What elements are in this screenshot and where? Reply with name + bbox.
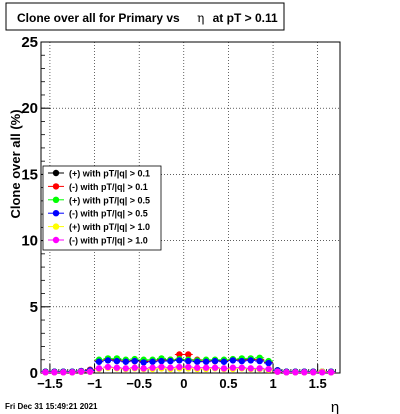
footer-timestamp: Fri Dec 31 15:49:21 2021 [5,402,98,411]
data-point [131,364,138,371]
chart-title-main: Clone over all for Primary vs [17,11,180,25]
chart-title: Clone over all for Primary vs η at pT > … [17,11,278,25]
data-point [238,364,246,371]
legend: (+) with pT/|q| > 0.1 (-) with pT/|q| > 0… [42,165,162,251]
data-point [185,351,192,358]
data-point [310,369,317,376]
x-tick-label: −1.5 [37,376,63,391]
y-tick-label: 10 [21,233,38,250]
legend-marker [52,236,60,244]
legend-marker [52,183,60,190]
data-point [113,357,121,365]
data-point [158,363,165,371]
data-point [202,364,210,371]
data-point [60,369,67,376]
data-point [149,364,156,371]
data-point [176,357,183,364]
legend-frame [42,165,162,251]
title-box: Clone over all for Primary vs η at pT > … [5,2,285,31]
legend-label: (+) with pT/|q| > 1.0 [69,222,150,232]
data-point [185,363,192,371]
series-6 [41,363,336,376]
x-axis-label: η [331,399,339,414]
data-points [41,351,336,376]
data-point [69,369,76,376]
data-point [51,369,58,376]
data-point [220,358,228,365]
data-point [77,368,85,375]
data-point [122,365,129,372]
chart-title-suffix: at pT > 0.11 [213,11,278,25]
data-point [202,358,210,365]
data-point [167,357,174,365]
data-point [113,364,121,371]
data-point [265,365,272,373]
x-tick-label: 1 [269,376,276,391]
legend-label: (+) with pT/|q| > 0.5 [69,195,150,205]
legend-label: (+) with pT/|q| > 0.1 [69,169,150,179]
data-point [301,369,308,376]
data-point [247,357,254,364]
data-point [104,357,112,364]
data-point [274,368,281,375]
y-tick-label: 0 [30,365,38,382]
data-point [158,357,165,365]
data-point [95,365,103,372]
y-tick-label: 20 [21,100,38,117]
data-point [185,357,192,365]
data-point [167,364,174,371]
data-point [265,359,272,367]
legend-marker [52,223,60,230]
title-frame [5,2,285,31]
data-point [327,369,335,376]
data-point [122,358,129,365]
x-tick-label: −1 [87,376,102,391]
data-point [42,369,49,376]
legend-marker [52,210,60,217]
y-tick-label: 5 [30,299,38,316]
data-point [176,363,183,371]
data-point [220,365,228,372]
x-tick-label: −0.5 [126,376,152,391]
data-point [104,363,112,371]
data-point [256,365,263,372]
legend-marker [52,169,60,177]
data-point [256,357,263,365]
data-point [238,357,246,365]
x-tick-label: 0 [180,376,187,391]
y-axis-label: Clone over all (%) [8,109,23,218]
data-point [211,364,219,371]
y-tick-label: 15 [21,166,38,183]
data-point [176,351,183,358]
y-tick-label: 25 [21,34,38,51]
x-tick-label: 1.5 [309,376,327,391]
data-point [247,365,254,372]
data-point [86,368,94,375]
data-point [193,358,201,365]
data-point [229,357,237,364]
data-point [95,358,103,365]
data-point [229,364,237,371]
data-point [193,364,201,371]
data-point [140,359,147,366]
data-point [318,369,326,376]
legend-entries: (+) with pT/|q| > 0.1 (-) with pT/|q| > 0… [48,169,150,246]
chart-title-eta: η [197,11,204,25]
data-point [211,357,219,365]
data-point [149,358,156,365]
data-point [131,357,138,365]
data-point [292,369,299,376]
legend-label: (-) with pT/|q| > 1.0 [69,236,148,246]
data-point [140,365,147,372]
legend-label: (-) with pT/|q| > 0.1 [69,182,148,192]
legend-label: (-) with pT/|q| > 0.5 [69,209,148,219]
legend-marker [52,196,60,203]
x-tick-label: 0.5 [219,376,237,391]
data-point [283,369,290,376]
